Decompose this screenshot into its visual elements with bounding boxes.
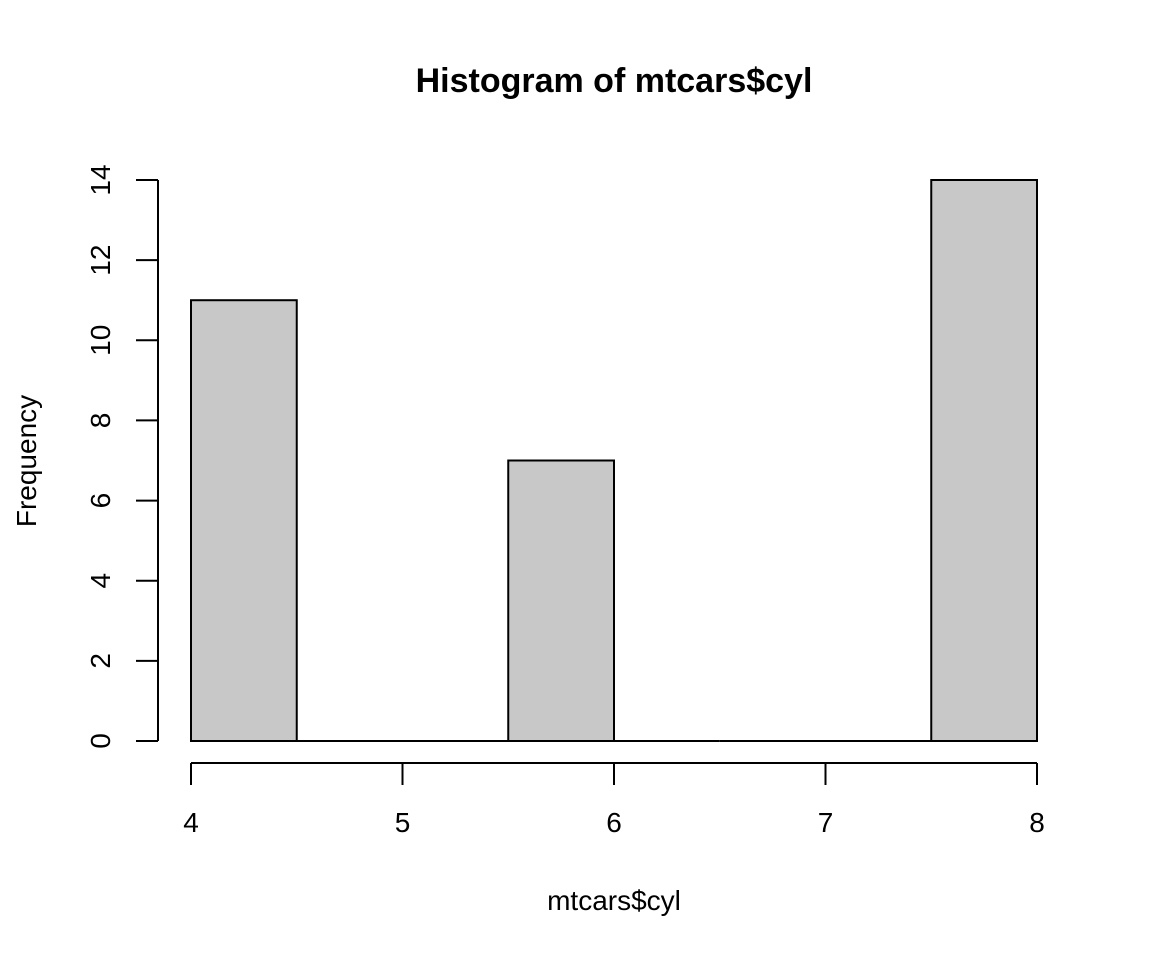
y-tick-label: 4 — [85, 573, 116, 589]
y-tick-label: 12 — [85, 245, 116, 276]
histogram-bar — [930, 179, 1038, 742]
y-tick-label: 0 — [85, 733, 116, 749]
x-tick-label: 7 — [818, 807, 834, 838]
histogram-bar — [507, 459, 615, 742]
y-tick-label: 2 — [85, 653, 116, 669]
bars-group — [190, 179, 1038, 742]
x-tick-label: 6 — [606, 807, 622, 838]
y-tick-label: 14 — [85, 164, 116, 195]
y-tick-label: 10 — [85, 325, 116, 356]
y-axis: 0 2 4 6 8 10 12 14 — [85, 164, 159, 749]
y-tick-label: 6 — [85, 493, 116, 509]
y-axis-label: Frequency — [11, 395, 42, 527]
x-tick-label: 5 — [395, 807, 411, 838]
x-axis: 4 5 6 7 8 — [183, 762, 1045, 838]
histogram-bar — [190, 299, 298, 742]
x-tick-label: 8 — [1029, 807, 1045, 838]
chart-title: Histogram of mtcars$cyl — [416, 62, 813, 100]
x-axis-label: mtcars$cyl — [547, 885, 681, 916]
x-tick-label: 4 — [183, 807, 199, 838]
y-tick-label: 8 — [85, 413, 116, 429]
